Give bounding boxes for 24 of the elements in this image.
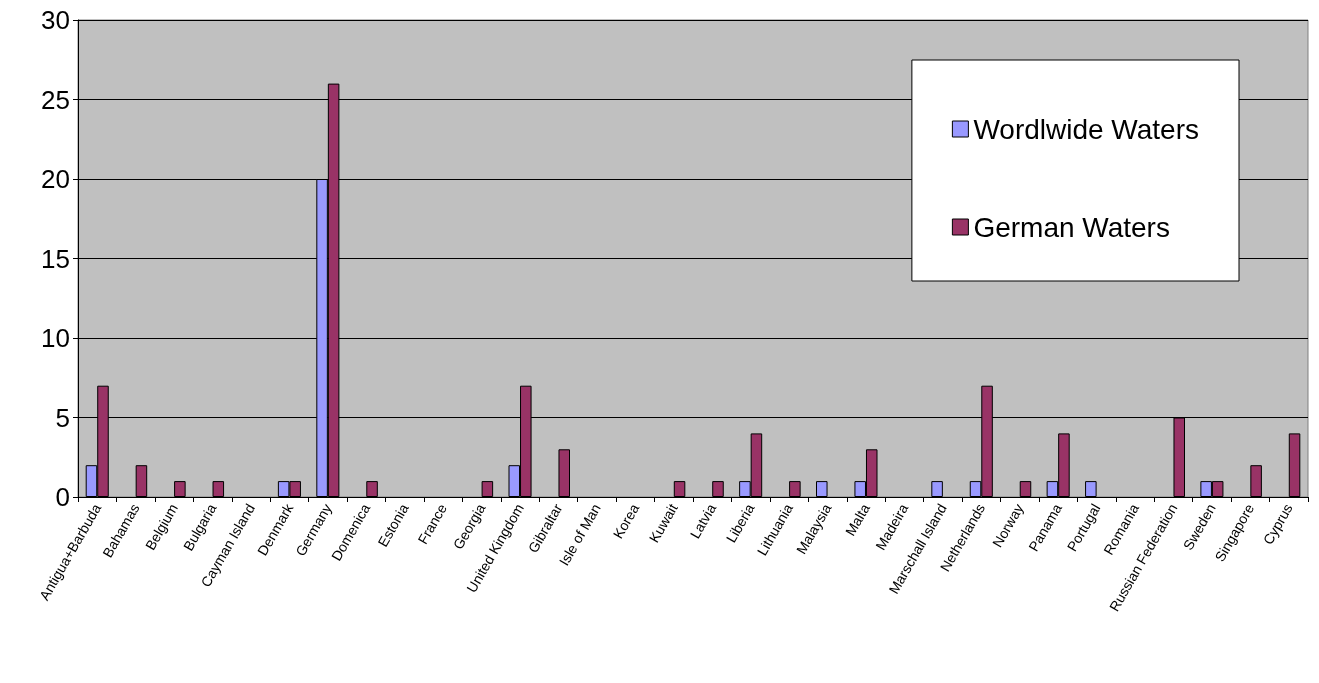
- bar: [135, 465, 148, 497]
- bar: [366, 481, 378, 497]
- bar: [931, 481, 943, 497]
- bar: [673, 481, 686, 497]
- bar: [816, 481, 828, 497]
- bar: [174, 481, 186, 497]
- bar: [1085, 481, 1097, 497]
- bar: [712, 481, 724, 497]
- y-tick-label: 10: [41, 323, 70, 353]
- bar: [1288, 433, 1301, 497]
- legend-label: Wordlwide Waters: [973, 113, 1200, 145]
- y-tick-label: 0: [55, 482, 70, 512]
- bar: [212, 481, 225, 497]
- y-tick-label: 5: [55, 402, 70, 433]
- legend-label: German Waters: [973, 211, 1170, 243]
- y-tick-label: 15: [41, 243, 70, 274]
- y-tick-label: 25: [41, 84, 70, 115]
- y-tick-label: 30: [41, 5, 70, 35]
- bar: [481, 481, 494, 497]
- bar: [1250, 465, 1262, 497]
- bar: [1019, 481, 1032, 497]
- bar: [558, 449, 570, 497]
- y-tick-label: 20: [41, 164, 70, 194]
- bar: [789, 481, 801, 497]
